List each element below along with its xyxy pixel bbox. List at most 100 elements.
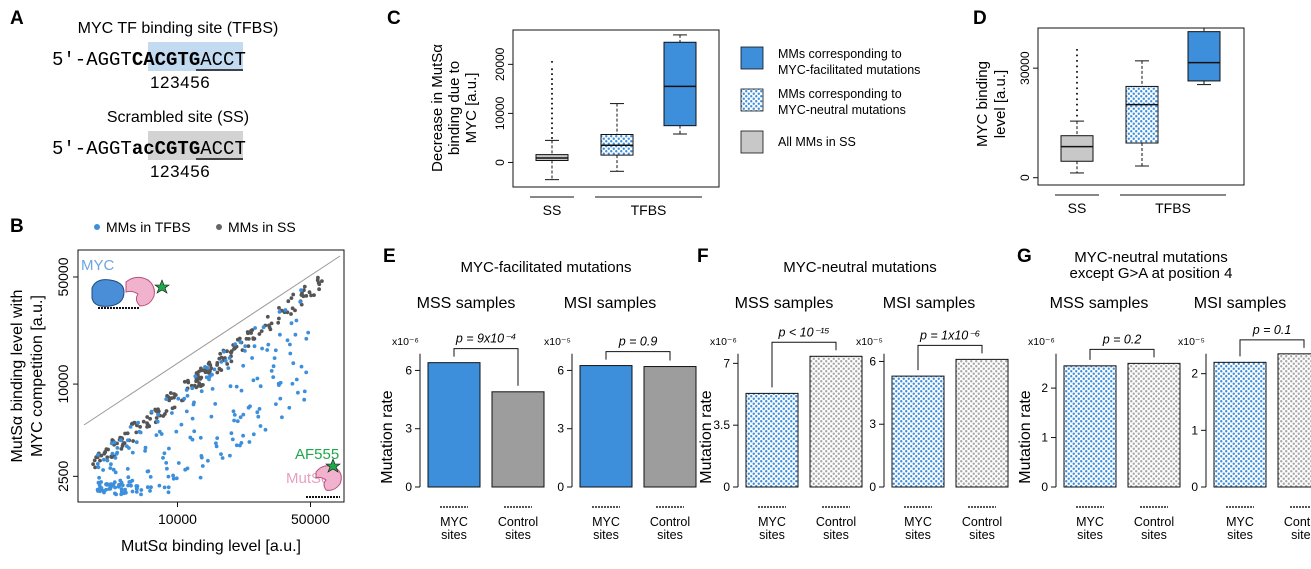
scatter-point-tfbs [288, 342, 292, 347]
scatter-point-ss [277, 316, 281, 321]
scatter-ylabel-line2: MYC competition [a.u.] [29, 295, 46, 457]
scatter-point-ss [289, 312, 293, 316]
bar [891, 375, 945, 488]
scatter-point-tfbs [265, 348, 270, 352]
af555-star-icon [325, 458, 341, 473]
scatter-point-tfbs [128, 479, 133, 484]
ss-seq-core: acCGTG [132, 138, 200, 160]
panel-letter-e: E [383, 246, 396, 267]
scatter-point-tfbs [204, 375, 209, 380]
scatter-point-tfbs [261, 325, 266, 330]
scatter-point-ss [164, 409, 169, 413]
bar-category-label: MYC [758, 515, 786, 529]
bar-category-label: Control [1284, 515, 1311, 529]
scatter-point-ss [145, 421, 150, 425]
bar-category-label: MYC [440, 515, 468, 529]
scatter-point-ss [269, 321, 274, 326]
pvalue-label: p = 9x10⁻⁴ [455, 332, 516, 346]
scatter-point-ss [232, 347, 236, 351]
scatter-point-tfbs [277, 310, 282, 314]
pvalue-bracket [771, 341, 837, 388]
scatter-point-tfbs [228, 453, 232, 458]
scatter-point-tfbs [234, 443, 239, 448]
scatter-point-tfbs [283, 308, 288, 312]
bar [745, 392, 799, 488]
box-outlier [551, 60, 553, 63]
bar-ylabel: Mutation rate [1017, 390, 1034, 483]
box-body [663, 41, 697, 127]
pvalue-bracket [453, 348, 519, 386]
scatter-point-tfbs [185, 393, 190, 398]
scatter-point-ss [194, 371, 199, 375]
scatter-point-tfbs [219, 452, 223, 456]
scatter-point-tfbs [210, 387, 215, 391]
scatter-point-tfbs [126, 475, 131, 480]
bar-category-label: sites [1077, 528, 1103, 542]
ss-seq-prefix: 5′-AGGT [52, 138, 132, 160]
bar-panels: MYC-facilitated mutations Mutation rate MS… [379, 249, 1311, 542]
scatter-point-tfbs [257, 407, 262, 411]
scatter-point-tfbs [285, 338, 290, 343]
scatter-point-tfbs [143, 449, 148, 453]
scatter-point-tfbs [97, 475, 101, 480]
box-outlier [1076, 87, 1078, 90]
boxplot-d-ylabel-2: level [a.u.] [992, 70, 1009, 138]
legend-ss-line1: All MMs in SS [778, 135, 856, 149]
scatter-point-tfbs [231, 409, 236, 414]
bar-ytick-label: 6 [869, 354, 876, 368]
scatter-point-tfbs [255, 410, 260, 415]
box-outlier [551, 68, 553, 71]
pvalue-label: p = 0.2 [1102, 332, 1142, 346]
scatter-point-tfbs [188, 435, 193, 440]
scatter-point-tfbs [226, 366, 231, 370]
scatter-point-tfbs [184, 409, 189, 414]
scatter-point-ss [92, 458, 97, 463]
scatter-point-tfbs [287, 405, 292, 410]
scatter-point-tfbs [125, 444, 129, 449]
scatter-point-tfbs [119, 489, 124, 494]
bar-ytick-label: 3 [557, 422, 564, 436]
scatter-point-tfbs [220, 456, 225, 460]
bar-panel-title: MYC-facilitated mutations [461, 259, 632, 276]
bar-ytick-label: 6 [557, 363, 564, 377]
boxplot-c-boxes: 0 10000 20000 SS TFBS [493, 34, 702, 218]
panel-letter-g: G [1017, 246, 1032, 267]
box-outlier [1076, 54, 1078, 57]
scatter-point-tfbs [198, 435, 203, 440]
scatter-point-ss [268, 327, 273, 332]
scatter-point-tfbs [239, 388, 244, 393]
bar-ylabel: Mutation rate [698, 390, 715, 483]
box-outlier [551, 136, 553, 139]
scatter-point-tfbs [136, 420, 141, 425]
scatter-point-ss [259, 329, 264, 333]
box-outlier [551, 132, 553, 135]
scatter-point-ss [199, 375, 204, 380]
scatter-ytick-label: 10000 [55, 364, 71, 403]
scatter-point-ss [130, 421, 135, 426]
scatter-point-tfbs [179, 422, 184, 427]
scatter-point-tfbs [232, 413, 237, 417]
scatter-point-ss [197, 383, 201, 388]
box-outlier [551, 122, 553, 125]
scatter-point-tfbs [190, 386, 195, 391]
scatter-point-tfbs [291, 361, 296, 366]
bar [809, 355, 863, 488]
scatter-point-ss [215, 370, 220, 375]
scatter-point-ss [250, 328, 255, 332]
ss-core-highlight [148, 131, 243, 160]
tfbs-core-highlight [148, 42, 243, 71]
scatter-point-ss [307, 290, 312, 295]
scatter-point-tfbs [96, 452, 100, 457]
scatter-point-ss [156, 407, 160, 412]
scatter-point-ss [265, 314, 270, 319]
panel-letter-c: C [387, 8, 401, 29]
bar-category-label: MYC [1226, 515, 1254, 529]
scatter-point-tfbs [155, 419, 160, 424]
scatter-point-tfbs [96, 465, 101, 470]
bar [1127, 362, 1181, 488]
pvalue-label: p = 1x10⁻⁶ [919, 328, 980, 342]
scatter-point-tfbs [299, 364, 304, 369]
scatter-point-ss [300, 291, 304, 296]
scatter-point-tfbs [137, 429, 142, 434]
scatter-point-tfbs [157, 483, 162, 488]
